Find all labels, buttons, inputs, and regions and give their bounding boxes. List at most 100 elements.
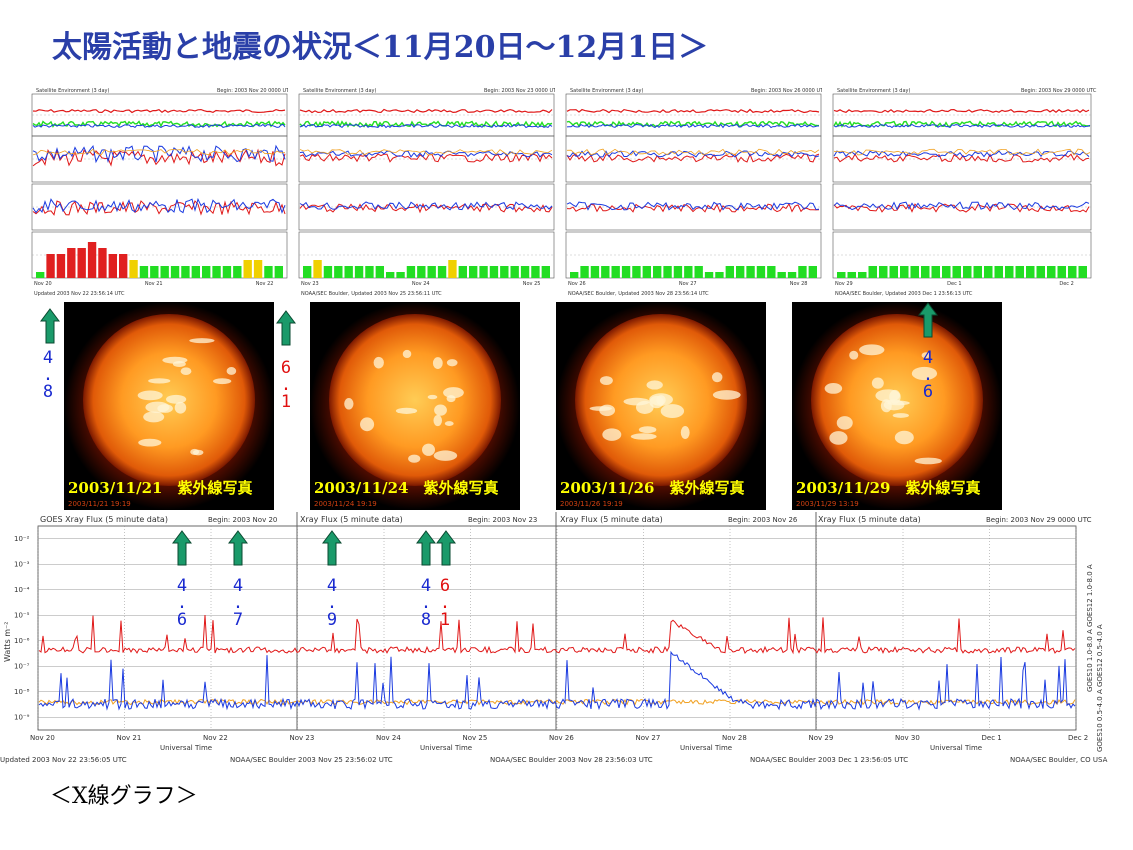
xray-legend-short: GOES10 0.5-4.0 A GOES12 0.5-4.0 A — [1096, 624, 1104, 752]
kp-bar — [354, 266, 364, 278]
kp-bar — [1005, 266, 1014, 278]
xray-begin: Begin: 2003 Nov 20 — [208, 516, 277, 524]
xray-ytick: 10⁻⁹ — [14, 713, 30, 721]
active-region — [360, 417, 375, 432]
sat-chart-3: Satellite Environment (3 day) Begin: 2003… — [565, 88, 822, 297]
xray-ytick: 10⁻⁶ — [14, 637, 30, 645]
active-region — [599, 404, 616, 417]
active-region — [434, 404, 447, 416]
active-region — [871, 377, 884, 389]
kp-bar — [520, 266, 530, 278]
active-region — [433, 450, 458, 461]
sat-begin: Begin: 2003 Nov 23 0000 UTC — [484, 88, 555, 94]
kp-bar — [684, 266, 693, 278]
active-region — [849, 350, 859, 360]
sat-updated: Updated 2003 Nov 22 23:56:14 UTC — [34, 291, 125, 297]
xray-ytick: 10⁻⁷ — [14, 662, 30, 670]
kp-bar — [847, 272, 856, 278]
xray-xtick: Nov 21 — [117, 734, 142, 742]
magnetometer-line — [32, 200, 286, 216]
active-region — [143, 411, 165, 423]
sun-caption-3: 2003/11/26 紫外線写真 — [560, 479, 745, 497]
kp-bar — [653, 266, 662, 278]
kp-bar — [406, 266, 416, 278]
magnitude-label: 6.1 — [439, 576, 451, 630]
kp-bar — [715, 272, 724, 278]
kp-bar — [98, 248, 107, 278]
kp-bar — [448, 260, 457, 278]
active-region — [680, 426, 690, 439]
kp-bar — [621, 266, 631, 278]
sat-xaxis-label: Nov 26 — [568, 281, 586, 287]
magnitude-label: 6.1 — [280, 358, 292, 412]
sun-image-4: 2003/11/29 紫外線写真 2003/11/29 13:19 — [792, 302, 1002, 510]
xray-xtick: Nov 28 — [722, 734, 747, 742]
active-region — [630, 433, 657, 440]
active-region — [443, 387, 464, 399]
active-region — [395, 407, 418, 414]
kp-bar — [222, 266, 232, 278]
kp-bar — [437, 266, 447, 278]
kp-bar — [1015, 266, 1024, 278]
kp-bar — [725, 266, 734, 278]
kp-bar — [673, 266, 683, 278]
active-region — [712, 390, 741, 400]
active-region — [402, 349, 412, 359]
sat-xaxis-label: Dec 1 — [947, 281, 961, 287]
kp-bar — [767, 266, 776, 278]
kp-bar — [1057, 266, 1066, 278]
electron-flux-line — [833, 153, 1090, 163]
kp-bar — [386, 272, 395, 278]
active-region — [408, 454, 421, 463]
kp-bar — [601, 266, 610, 278]
active-region — [174, 401, 187, 414]
active-region — [446, 359, 458, 367]
electron-flux-line — [833, 148, 1091, 156]
magnitude-label: 4.6 — [176, 576, 188, 630]
active-region — [829, 431, 848, 445]
magnetometer-line — [32, 197, 286, 214]
active-region — [883, 399, 905, 411]
xray-ytick: 10⁻⁸ — [14, 688, 30, 696]
sat-chart-1: Satellite Environment (3 day) Begin: 2003… — [31, 88, 288, 297]
sat-begin: Begin: 2003 Nov 20 0000 UTC — [217, 88, 288, 94]
xray-ytick: 10⁻⁵ — [14, 611, 30, 619]
kp-bar — [160, 266, 169, 278]
sat-updated: NOAA/SEC Boulder, Updated 2003 Nov 28 23… — [568, 291, 709, 297]
sat-header: Satellite Environment (3 day) — [36, 88, 110, 94]
active-region — [836, 416, 853, 430]
sat-xaxis-label: Nov 27 — [679, 281, 697, 287]
active-region — [859, 344, 885, 356]
electron-flux-line — [299, 150, 553, 158]
active-region — [824, 382, 843, 394]
active-region — [432, 357, 443, 369]
electron-flux-line — [566, 150, 820, 158]
kp-bar — [243, 260, 252, 278]
sat-xaxis-label: Nov 29 — [835, 281, 853, 287]
earthquake-arrow-icon — [416, 530, 436, 566]
kp-bar — [202, 266, 211, 278]
kp-bar — [787, 272, 797, 278]
xray-begin: Begin: 2003 Nov 29 0000 UTC — [986, 516, 1092, 524]
kp-bar — [580, 266, 589, 278]
kp-bar — [108, 254, 117, 278]
satellite-environment-panel-3: Satellite Environment (3 day) Begin: 2003… — [554, 88, 822, 300]
xray-header: GOES Xray Flux (5 minute data) — [40, 515, 168, 524]
magnetometer-line — [566, 201, 820, 211]
xray-begin: Begin: 2003 Nov 26 — [728, 516, 798, 524]
active-region — [433, 414, 443, 427]
xray-xtick: Dec 1 — [982, 734, 1002, 742]
kp-bar — [500, 266, 509, 278]
active-region — [911, 366, 938, 381]
kp-bar — [889, 266, 898, 278]
electron-flux-line — [32, 148, 286, 167]
kp-bar — [510, 266, 519, 278]
sat-xaxis-label: Dec 2 — [1059, 281, 1073, 287]
kp-bar — [396, 272, 405, 278]
xray-xtick: Nov 26 — [549, 734, 574, 742]
magnetometer-line — [833, 201, 1090, 211]
sun-disk — [329, 314, 501, 486]
kp-bar — [191, 266, 200, 278]
goes12-short-series — [38, 650, 1076, 711]
kp-bar — [77, 248, 86, 278]
